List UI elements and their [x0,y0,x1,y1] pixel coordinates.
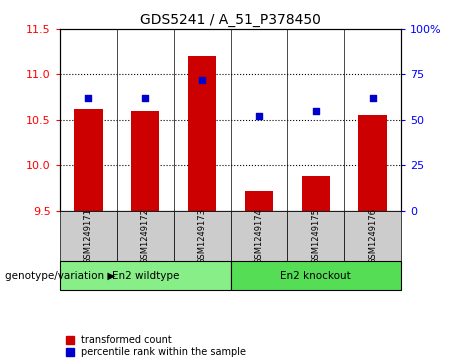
FancyBboxPatch shape [230,211,287,261]
Text: GSM1249171: GSM1249171 [84,208,93,264]
Text: genotype/variation ▶: genotype/variation ▶ [5,271,115,281]
FancyBboxPatch shape [60,261,230,290]
Point [85,95,92,101]
FancyBboxPatch shape [344,211,401,261]
FancyBboxPatch shape [230,261,401,290]
FancyBboxPatch shape [287,211,344,261]
FancyBboxPatch shape [60,211,117,261]
FancyBboxPatch shape [174,211,230,261]
Text: GSM1249172: GSM1249172 [141,208,150,264]
Point [198,77,206,83]
Bar [131,111,160,211]
Bar [301,176,330,211]
Text: En2 wildtype: En2 wildtype [112,271,179,281]
Text: GSM1249174: GSM1249174 [254,208,263,264]
Text: En2 knockout: En2 knockout [280,271,351,281]
Text: GSM1249176: GSM1249176 [368,208,377,264]
Point [142,95,149,101]
FancyBboxPatch shape [117,211,174,261]
Bar [188,56,216,211]
Bar [245,191,273,211]
Text: GSM1249175: GSM1249175 [311,208,320,264]
Legend: transformed count, percentile rank within the sample: transformed count, percentile rank withi… [65,334,247,358]
Bar [358,115,387,211]
Bar [74,109,102,211]
Point [369,95,376,101]
Title: GDS5241 / A_51_P378450: GDS5241 / A_51_P378450 [140,13,321,26]
Text: GSM1249173: GSM1249173 [198,208,207,264]
Point [312,108,319,114]
Point [255,113,263,119]
